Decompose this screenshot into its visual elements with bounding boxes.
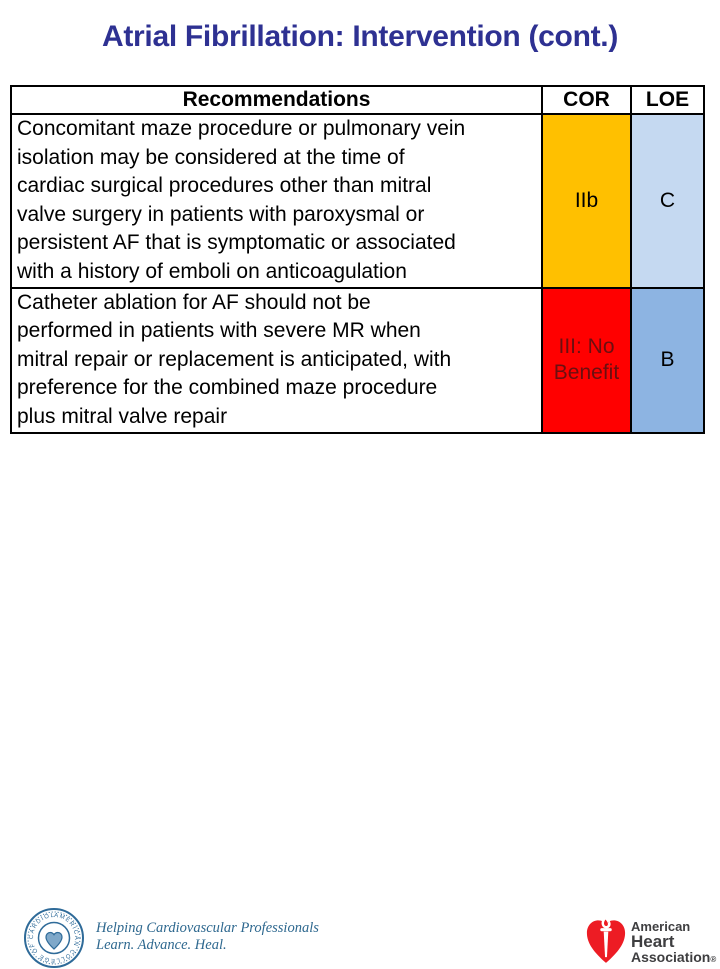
aha-association-label: Association — [631, 949, 711, 965]
aha-heart-torch-icon — [586, 915, 626, 963]
recommendation-text: Concomitant maze procedure or pulmonary … — [10, 113, 543, 289]
column-header-cor: COR — [541, 85, 632, 115]
cor-value: III: No Benefit — [541, 286, 632, 434]
recommendations-table: Recommendations COR LOE Concomitant maze… — [10, 85, 705, 434]
acc-logo-icon: AMERICAN COLLEGE OF CARDIOLOGY — [23, 907, 84, 968]
aha-text-line3: Association® — [631, 950, 716, 967]
registered-mark: ® — [710, 955, 717, 964]
aha-logo-text: American Heart Association® — [631, 920, 716, 967]
acc-tagline-line1: Helping Cardiovascular Professionals — [96, 920, 319, 936]
loe-value: C — [630, 113, 705, 289]
cor-value: IIb — [541, 113, 632, 289]
aha-text-line2: Heart — [631, 932, 675, 951]
table-row: Concomitant maze procedure or pulmonary … — [10, 113, 705, 289]
aha-text-line1: American — [631, 919, 691, 934]
loe-value: B — [630, 286, 705, 434]
column-header-recommendations: Recommendations — [10, 85, 543, 115]
column-header-loe: LOE — [630, 85, 705, 115]
acc-tagline: Helping Cardiovascular Professionals Lea… — [96, 920, 319, 953]
table-row: Catheter ablation for AF should not be p… — [10, 286, 705, 434]
acc-tagline-line2: Learn. Advance. Heal. — [96, 936, 227, 953]
slide-footer: AMERICAN COLLEGE OF CARDIOLOGY Helping C… — [0, 440, 720, 968]
table-header-row: Recommendations COR LOE — [10, 85, 705, 115]
recommendation-text: Catheter ablation for AF should not be p… — [10, 286, 543, 434]
page-title: Atrial Fibrillation: Intervention (cont.… — [101, 20, 619, 53]
